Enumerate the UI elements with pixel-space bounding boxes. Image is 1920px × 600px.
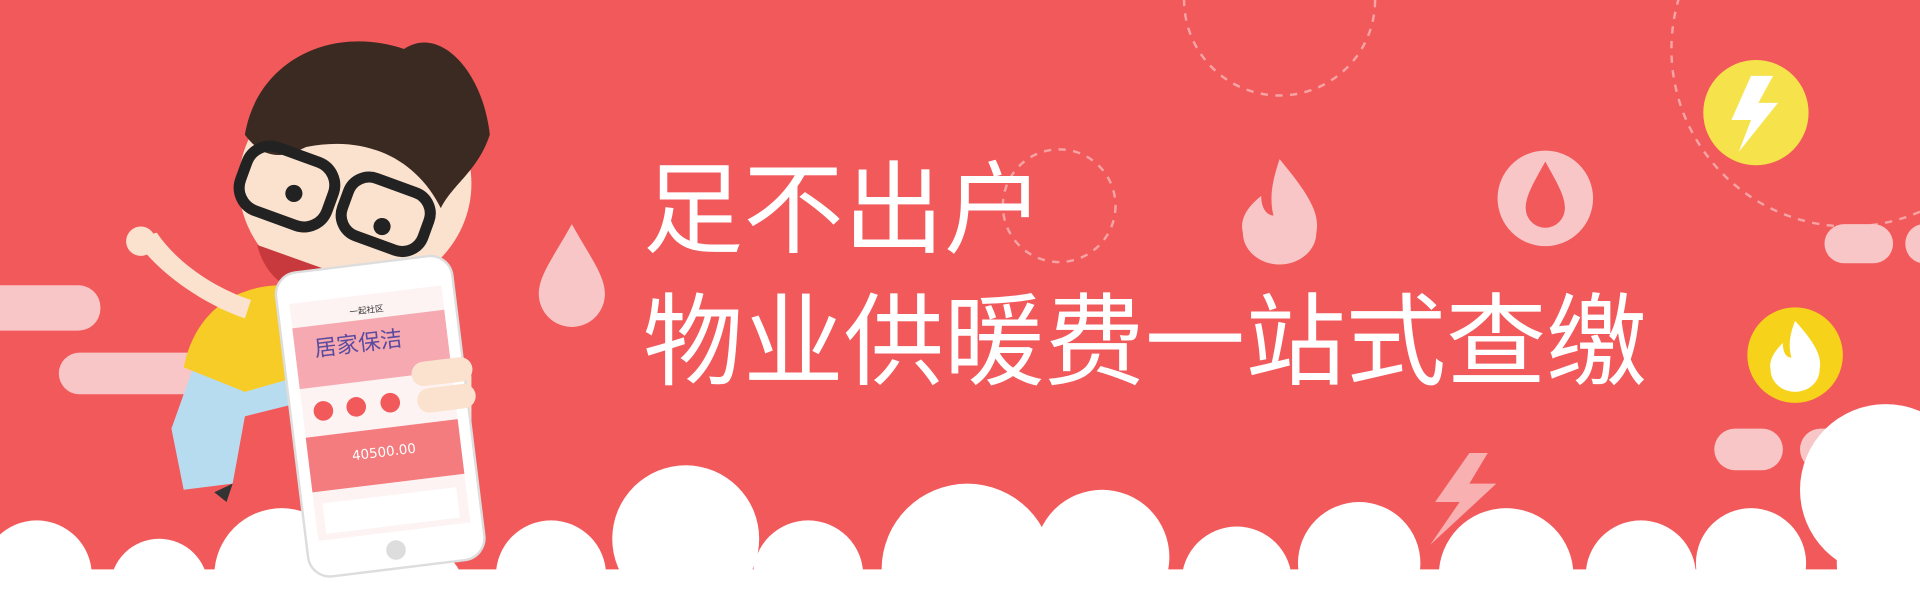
clouds-part	[110, 538, 209, 600]
decor-icons-part	[1770, 320, 1821, 392]
clouds-part	[1034, 489, 1170, 600]
decor-icons-part	[1430, 453, 1497, 545]
decor-icons-part	[1242, 159, 1318, 265]
clouds-part	[753, 520, 864, 600]
clouds-part	[1181, 526, 1292, 600]
cartoon-character	[126, 41, 490, 503]
decor-icons-part	[538, 224, 605, 327]
decor-pills-part	[1714, 428, 1783, 471]
cartoon-character-part	[335, 171, 436, 258]
cartoon-character-part	[244, 41, 490, 209]
decor-icons-part	[1731, 75, 1778, 152]
dashed-circles	[1001, 0, 1920, 264]
clouds-part	[612, 465, 760, 600]
clouds-part	[1695, 508, 1807, 600]
phone-part	[292, 309, 452, 390]
clouds	[0, 404, 1920, 600]
clouds-part	[495, 520, 607, 600]
cartoon-character-part	[126, 226, 156, 256]
cartoon-character-part	[233, 140, 341, 233]
decor-icons	[538, 60, 1843, 545]
decor-icons-part	[1525, 161, 1565, 228]
dashed-circles-part	[1001, 148, 1117, 264]
phone-part	[346, 397, 367, 417]
cartoon-character-part	[373, 217, 391, 236]
cartoon-character-part	[285, 184, 303, 203]
phone-part	[417, 383, 476, 413]
headline-line2: 物业供暖费一站式查缴	[643, 284, 1647, 401]
decor-pills-part	[1905, 224, 1920, 263]
clouds-part	[1585, 520, 1696, 600]
app-title: 一起社区	[349, 302, 385, 318]
decor-pills-part	[0, 285, 101, 331]
clouds-part	[881, 483, 1054, 600]
phone-part	[386, 540, 406, 560]
phone-part	[322, 487, 460, 534]
phone-part	[411, 357, 473, 387]
phone-part	[313, 401, 334, 421]
headline-line1: 足不出户	[643, 152, 1045, 269]
phone-part	[305, 419, 465, 493]
decor-pills-part	[1824, 224, 1894, 264]
clouds-part	[1438, 508, 1574, 600]
dashed-circles-part	[1182, 0, 1377, 97]
clouds-part	[1836, 489, 1920, 600]
phone: 一起社区 居家保洁 40500.00	[274, 254, 486, 578]
cartoon-character-part	[134, 232, 252, 319]
clouds-part	[1297, 502, 1421, 600]
cartoon-character-part	[214, 483, 233, 503]
clouds-part	[0, 520, 92, 600]
phone-part	[380, 392, 401, 413]
